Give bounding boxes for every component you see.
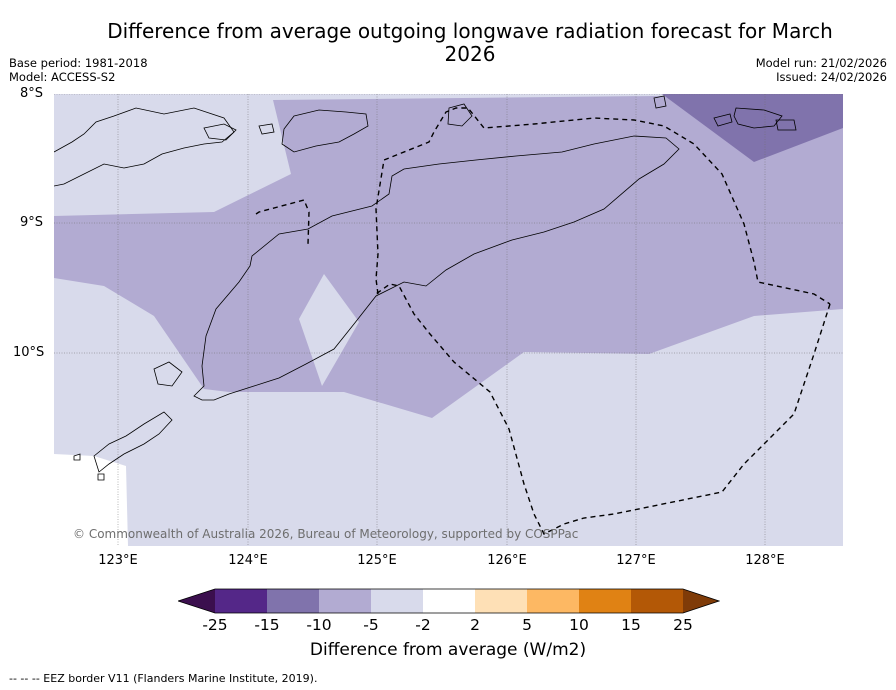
- cb-extend-low: [178, 589, 215, 613]
- cb-bin-m2-p2: [423, 589, 475, 613]
- cb-tick-p15: 15: [621, 616, 641, 634]
- coastline-atauro: [447, 103, 473, 127]
- cb-tick-m5: -5: [363, 616, 379, 634]
- cb-tick-p10: 10: [569, 616, 589, 634]
- cb-tick-p25: 25: [673, 616, 693, 634]
- cb-outline: [178, 588, 720, 614]
- cb-bin-m10-m5: [319, 589, 371, 613]
- issued-date: Issued: 24/02/2026: [776, 70, 887, 84]
- eez-north-segment: [255, 107, 831, 305]
- meta-right: Model run: 21/02/2026 Issued: 24/02/2026: [756, 56, 887, 84]
- eez-border: [255, 107, 831, 535]
- lon-label-127e: 127°E: [616, 553, 656, 568]
- gridlines: [54, 94, 843, 546]
- cb-tick-m2: -2: [415, 616, 431, 634]
- lat-label-9s: 9°S: [20, 215, 44, 230]
- coastline-islet-7: [97, 473, 105, 481]
- coastline-semau: [153, 361, 183, 387]
- coastline-flores: [54, 107, 235, 187]
- page-title: Difference from average outgoing longwav…: [107, 19, 833, 66]
- coastline-timor: [193, 135, 680, 401]
- coastline-alor: [281, 109, 369, 153]
- coastline-islet-4: [775, 119, 797, 131]
- cb-bin-m25-m15: [215, 589, 267, 613]
- zone-neutral: [54, 454, 128, 546]
- lat-label-8s: 8°S: [20, 86, 44, 101]
- lon-label-125e: 125°E: [357, 553, 397, 568]
- lon-label-128e: 128°E: [745, 553, 785, 568]
- coastline-islet-3: [713, 113, 733, 127]
- cb-tick-m15: -15: [254, 616, 280, 634]
- cb-tick-p5: 5: [522, 616, 532, 634]
- cb-extend-high: [683, 589, 719, 613]
- lat-label-10s: 10°S: [13, 345, 45, 360]
- copyright-notice: © Commonwealth of Australia 2026, Bureau…: [73, 527, 579, 541]
- cb-bin-m15-m10: [267, 589, 319, 613]
- anomaly-map: [54, 94, 843, 546]
- eez-footnote: -- -- -- EEZ border V11 (Flanders Marine…: [9, 672, 318, 685]
- colorbar-title: Difference from average (W/m2): [309, 640, 587, 660]
- lon-label-124e: 124°E: [228, 553, 268, 568]
- coastline-islet-2: [258, 123, 275, 135]
- eez-south-segment: [375, 283, 831, 535]
- cb-bin-p10-p15: [579, 589, 631, 613]
- cb-bin-m5-m2: [371, 589, 423, 613]
- meta-left: Base period: 1981-2018 Model: ACCESS-S2: [9, 56, 148, 84]
- lon-label-126e: 126°E: [487, 553, 527, 568]
- coastline-islet-1: [203, 123, 237, 141]
- lon-label-123e: 123°E: [98, 553, 138, 568]
- cb-bin-p5-p10: [527, 589, 579, 613]
- model-name: Model: ACCESS-S2: [9, 70, 116, 84]
- coastline-islet-6: [73, 453, 81, 461]
- coastline-rote: [93, 411, 173, 473]
- cb-tick-m25: -25: [202, 616, 228, 634]
- coastline-wetar: [733, 107, 783, 129]
- model-run: Model run: 21/02/2026: [755, 56, 887, 70]
- cb-bin-p15-p25: [631, 589, 683, 613]
- zone-light-diamond: [299, 274, 359, 386]
- cb-bin-p2-p5: [475, 589, 527, 613]
- coastline-islet-5: [653, 95, 667, 109]
- coastlines: [54, 95, 797, 481]
- colorbar: [178, 588, 720, 614]
- base-period: Base period: 1981-2018: [9, 56, 148, 70]
- cb-tick-p2: 2: [470, 616, 480, 634]
- cb-tick-m10: -10: [306, 616, 332, 634]
